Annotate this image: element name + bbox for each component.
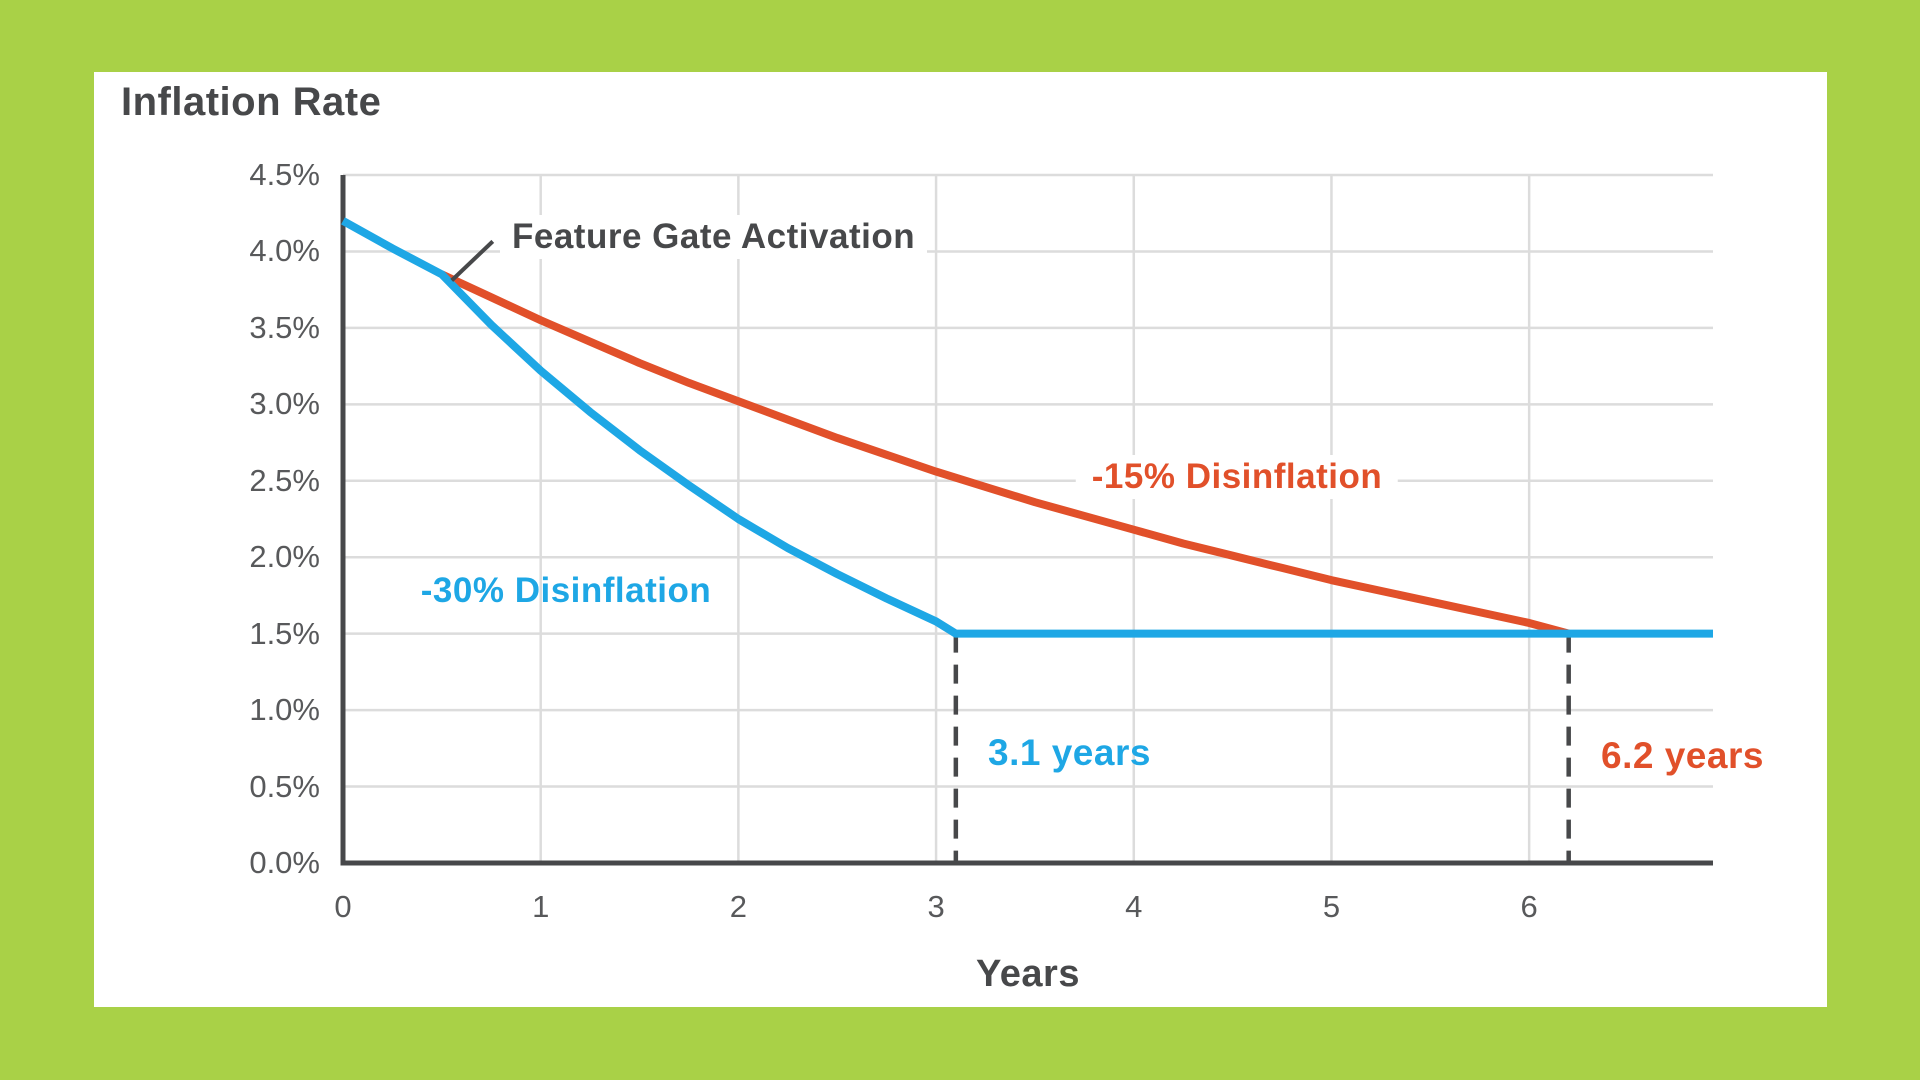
series-label-15pct-disinflation: -15% Disinflation [1075,455,1399,499]
series-line--15-disinflation [440,270,1570,638]
x-tick-label: 0 [334,889,352,924]
x-tick-label: 1 [532,889,550,924]
x-tick-label: 3 [927,889,945,924]
axis-lines [340,175,1713,866]
annotation-pointer-line [450,239,495,282]
marker-label-3-1-years: 3.1 years [988,732,1151,773]
y-tick-label: 4.0% [249,233,320,269]
y-tick-label: 1.0% [249,692,320,728]
y-tick-label: 3.0% [249,386,320,422]
x-tick-label: 5 [1322,889,1341,924]
y-tick-label: 2.0% [249,539,320,575]
series-line--30-disinflation [341,217,1713,638]
y-tick-label: 0.0% [249,845,320,880]
marker-label-6-2-years: 6.2 years [1601,735,1764,776]
y-tick-label: 3.5% [249,309,320,345]
y-tick-label: 2.5% [249,462,320,498]
x-tick-label: 6 [1520,889,1538,924]
annotation-feature-gate-label: Feature Gate Activation [500,215,928,259]
chart-title: Inflation Rate [121,80,382,124]
x-tick-label: 4 [1125,889,1143,924]
y-tick-label: 1.5% [249,615,320,651]
chart-card [94,72,1827,1007]
y-tick-label: 4.5% [249,157,320,192]
x-tick-label: 2 [729,889,747,924]
series-label-30pct-disinflation: -30% Disinflation [420,571,712,610]
y-tick-label: 0.5% [249,768,320,804]
x-axis-title: Years [976,953,1080,995]
